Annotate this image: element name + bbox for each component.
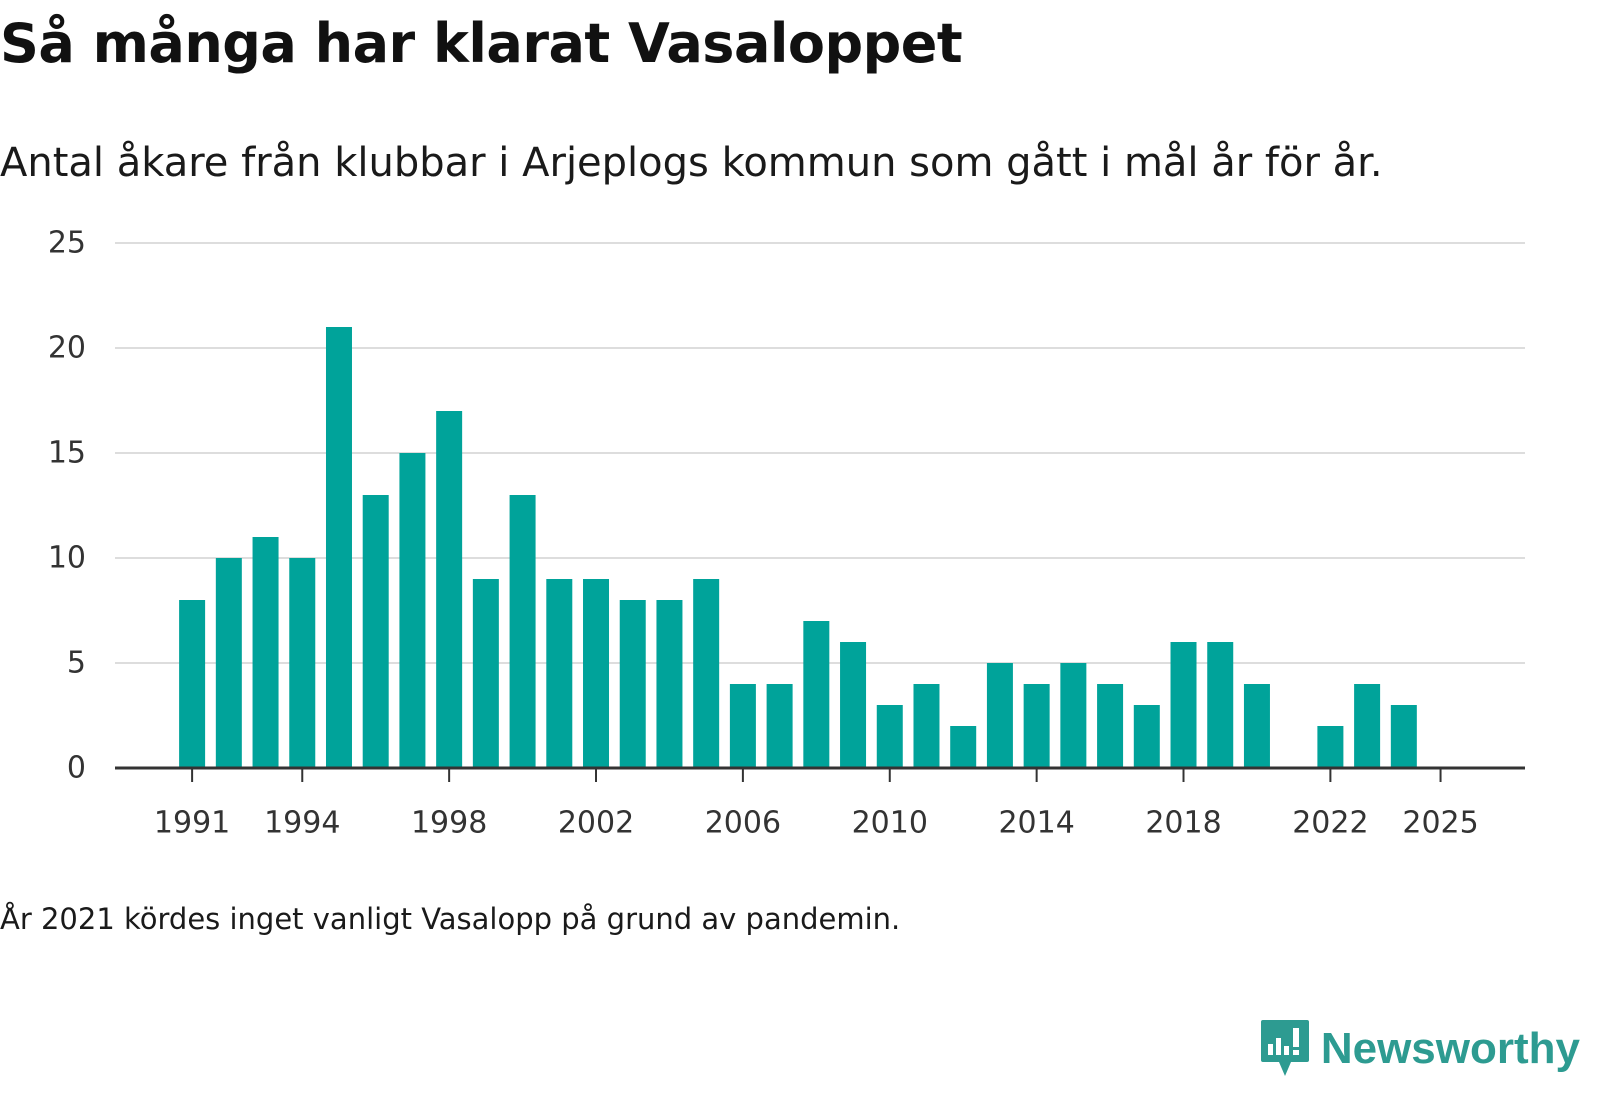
x-tick-label: 1994 bbox=[264, 806, 340, 841]
bar bbox=[1170, 642, 1197, 768]
brand-logo: Newsworthy bbox=[1259, 1018, 1580, 1080]
chart-subtitle: Antal åkare från klubbar i Arjeplogs kom… bbox=[0, 140, 1383, 186]
x-tick-label: 2025 bbox=[1402, 806, 1478, 841]
bar bbox=[399, 453, 426, 768]
bar bbox=[803, 621, 830, 768]
bar bbox=[472, 579, 499, 768]
y-tick-label: 15 bbox=[48, 436, 86, 471]
bar bbox=[509, 495, 536, 768]
bar bbox=[1023, 684, 1050, 768]
x-tick-label: 2006 bbox=[705, 806, 781, 841]
bar bbox=[840, 642, 867, 768]
x-tick-label: 2010 bbox=[852, 806, 928, 841]
bar bbox=[1317, 726, 1344, 768]
newsworthy-logo-icon bbox=[1260, 1020, 1309, 1076]
bar bbox=[1354, 684, 1381, 768]
bar bbox=[1390, 705, 1417, 768]
bar bbox=[1207, 642, 1234, 768]
bar bbox=[913, 684, 940, 768]
bar bbox=[1097, 684, 1124, 768]
x-tick-label: 1991 bbox=[154, 806, 230, 841]
bar bbox=[766, 684, 793, 768]
bar bbox=[656, 600, 683, 768]
bar bbox=[1243, 684, 1270, 768]
x-tick-label: 2014 bbox=[998, 806, 1074, 841]
bar bbox=[583, 579, 610, 768]
x-tick-label: 1998 bbox=[411, 806, 487, 841]
bar bbox=[179, 600, 206, 768]
bar bbox=[1060, 663, 1087, 768]
bar bbox=[546, 579, 573, 768]
y-tick-label: 5 bbox=[67, 646, 86, 681]
y-tick-label: 20 bbox=[48, 331, 86, 366]
brand-name: Newsworthy bbox=[1320, 1024, 1580, 1073]
x-tick-label: 2018 bbox=[1145, 806, 1221, 841]
bar bbox=[289, 558, 316, 768]
bar bbox=[950, 726, 977, 768]
y-tick-label: 25 bbox=[48, 226, 86, 261]
x-tick-label: 2022 bbox=[1292, 806, 1368, 841]
bar bbox=[252, 537, 279, 768]
bar bbox=[436, 411, 463, 768]
x-tick-label: 2002 bbox=[558, 806, 634, 841]
bar bbox=[1133, 705, 1160, 768]
chart-title: Så många har klarat Vasaloppet bbox=[0, 12, 963, 75]
bar bbox=[729, 684, 756, 768]
bar bbox=[876, 705, 903, 768]
y-tick-label: 0 bbox=[67, 751, 86, 786]
y-tick-label: 10 bbox=[48, 541, 86, 576]
bar bbox=[325, 327, 352, 768]
bar bbox=[362, 495, 389, 768]
bar bbox=[215, 558, 242, 768]
chart-footnote: År 2021 kördes inget vanligt Vasalopp på… bbox=[0, 902, 901, 936]
bar bbox=[619, 600, 646, 768]
bar bbox=[693, 579, 720, 768]
bar bbox=[986, 663, 1013, 768]
